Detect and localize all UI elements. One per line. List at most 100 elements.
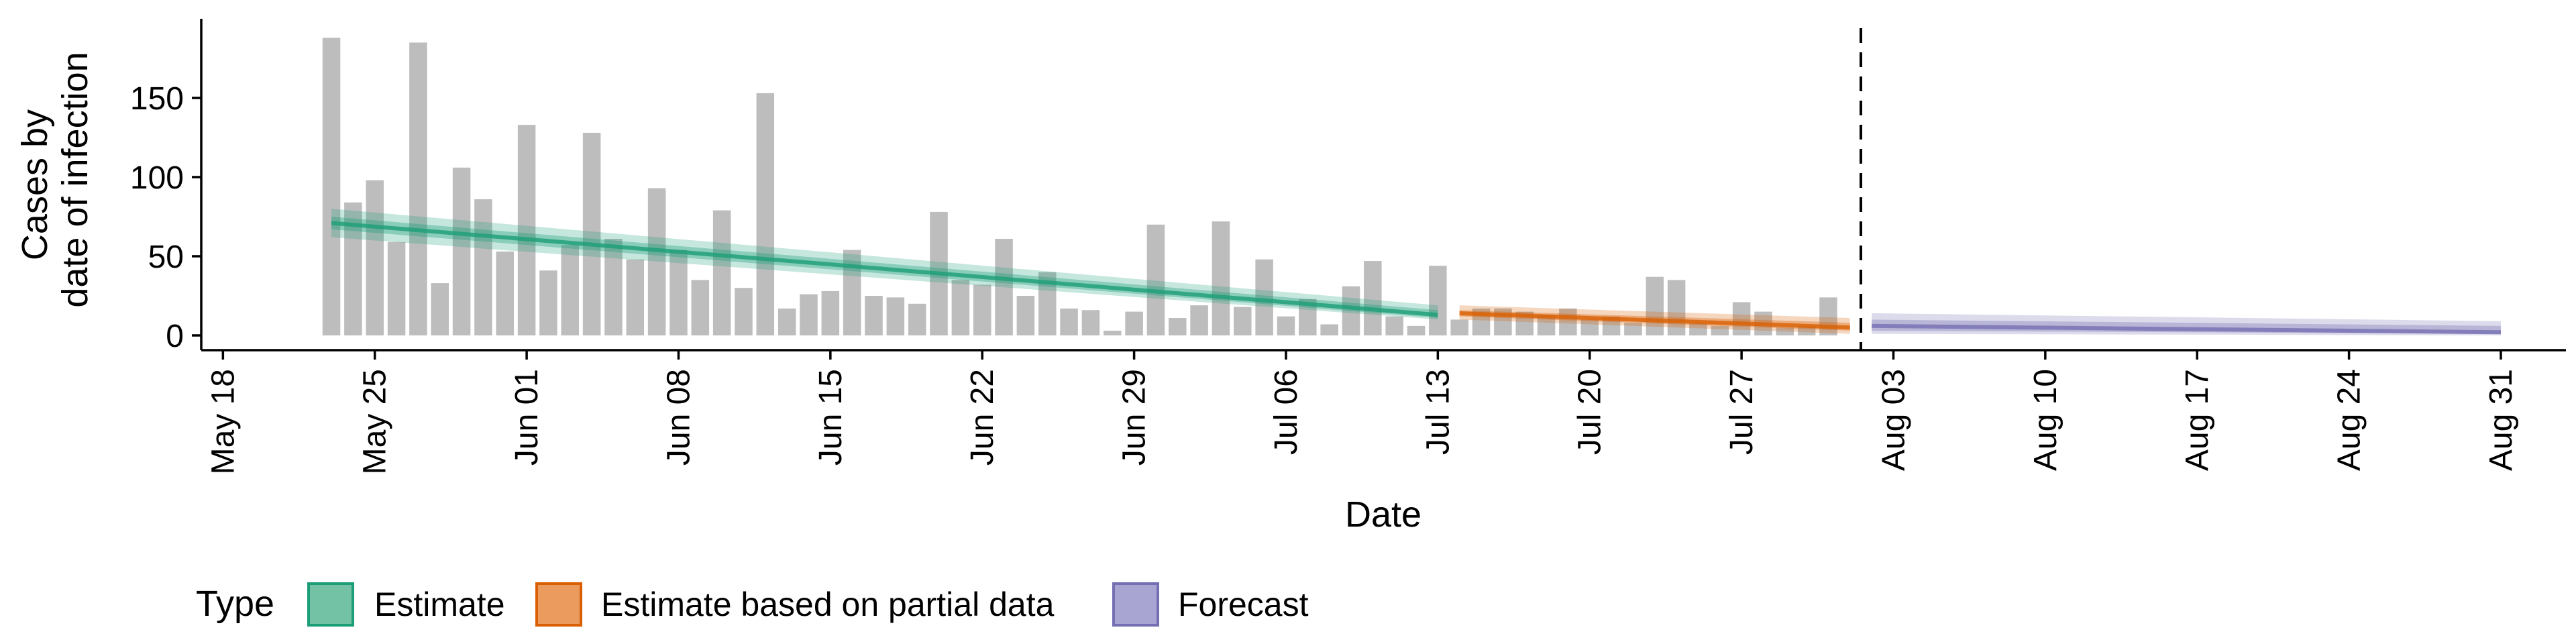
bar <box>1146 224 1165 335</box>
bar <box>1125 311 1143 335</box>
bar <box>1797 325 1816 335</box>
bar <box>409 42 427 336</box>
x-tick-label: Jun 29 <box>1117 369 1152 466</box>
bar <box>517 125 536 335</box>
legend-item-estimate: Estimate <box>307 582 505 627</box>
bar <box>1234 307 1252 335</box>
bar <box>669 250 688 335</box>
bar <box>1320 324 1338 335</box>
legend-item-partial: Estimate based on partial data <box>535 582 1055 627</box>
bar <box>1342 286 1360 335</box>
x-axis-title: Date <box>1345 494 1421 535</box>
bar <box>800 294 818 335</box>
bar <box>821 290 840 335</box>
bar <box>539 270 557 335</box>
axes-layer: 0 50 100 150 May 18 May 25 Jun 01 Jun 08 Jun 15… <box>130 19 2566 474</box>
legend-key-partial <box>535 582 582 627</box>
x-tick-label: Jul 06 <box>1269 369 1304 455</box>
bar <box>908 303 926 335</box>
bar <box>387 241 406 335</box>
x-tick-label: Aug 03 <box>1876 369 1911 471</box>
bar <box>756 93 775 336</box>
bar <box>1646 276 1664 335</box>
legend-key-estimate <box>307 582 354 627</box>
bar <box>582 132 601 336</box>
bar <box>1819 297 1837 335</box>
x-tick-label: Jun 01 <box>509 369 545 466</box>
bar <box>1060 308 1078 335</box>
bar <box>1711 325 1729 335</box>
bar <box>1364 261 1382 335</box>
legend-title: Type <box>196 584 274 624</box>
bar <box>322 38 341 335</box>
bar <box>1103 330 1122 335</box>
y-ticks: 0 50 100 150 <box>130 81 201 354</box>
bar <box>1559 308 1577 335</box>
bar <box>1407 325 1426 335</box>
bar <box>1689 323 1707 335</box>
y-tick-label: 150 <box>130 81 184 117</box>
bar <box>1624 323 1642 335</box>
bar <box>366 180 384 335</box>
x-tick-label: Jun 22 <box>965 369 1000 466</box>
legend-label-partial: Estimate based on partial data <box>601 586 1055 623</box>
bar <box>886 297 905 335</box>
bar <box>712 210 731 335</box>
bar <box>1169 318 1187 335</box>
bar <box>1255 259 1273 335</box>
x-tick-label: Jul 20 <box>1572 369 1608 455</box>
bar <box>561 245 580 335</box>
bar <box>647 188 666 335</box>
y-axis-title: Cases by date of infection <box>15 52 95 307</box>
legend-label-estimate: Estimate <box>374 586 505 623</box>
y-axis-title-line-2: date of infection <box>55 52 95 307</box>
legend-key-forecast <box>1112 582 1159 627</box>
bar <box>995 239 1013 335</box>
x-tick-label: May 25 <box>358 369 393 474</box>
bar <box>1277 316 1295 335</box>
x-tick-label: Aug 10 <box>2028 369 2063 471</box>
x-tick-label: Aug 31 <box>2483 369 2519 471</box>
legend: Type Estimate Estimate based on partial … <box>196 582 1309 627</box>
x-tick-label: Jul 13 <box>1420 369 1456 455</box>
bars-layer <box>322 38 1837 336</box>
bar <box>604 239 623 335</box>
x-tick-label: Jun 08 <box>661 369 696 466</box>
x-tick-label: Aug 24 <box>2332 369 2367 471</box>
lines-layer <box>331 221 2502 335</box>
bar <box>1385 316 1403 335</box>
median-line-estimate <box>331 221 1438 317</box>
bar <box>973 284 991 335</box>
bar <box>691 280 710 335</box>
legend-label-forecast: Forecast <box>1178 586 1309 623</box>
bar <box>431 283 449 335</box>
bar <box>1732 302 1751 335</box>
bar <box>626 259 645 335</box>
bar <box>865 296 883 335</box>
x-tick-label: Jun 15 <box>813 369 849 466</box>
x-tick-label: May 18 <box>205 369 241 474</box>
median-line-forecast <box>1872 323 2502 335</box>
bar <box>1580 319 1599 335</box>
x-ticks: May 18 May 25 Jun 01 Jun 08 Jun 15 Jun 22 Jun … <box>205 350 2519 474</box>
bar <box>951 280 970 335</box>
y-tick-label: 0 <box>166 319 184 354</box>
bar <box>735 288 753 335</box>
bar <box>1190 305 1208 335</box>
bar <box>474 199 492 335</box>
x-tick-label: Aug 17 <box>2180 369 2215 471</box>
bar <box>1667 280 1686 335</box>
bar <box>1081 310 1100 335</box>
bar <box>1776 327 1794 335</box>
legend-item-forecast: Forecast <box>1112 582 1309 627</box>
bar <box>777 308 796 335</box>
bar <box>1016 296 1035 335</box>
bar <box>452 167 471 335</box>
y-tick-label: 50 <box>148 239 184 275</box>
y-tick-label: 100 <box>130 160 184 196</box>
bar <box>1212 221 1230 335</box>
median-line-estimate-based-on-partial-data <box>1459 311 1850 330</box>
y-axis-title-line-1: Cases by <box>15 109 55 260</box>
bar <box>1429 266 1447 335</box>
